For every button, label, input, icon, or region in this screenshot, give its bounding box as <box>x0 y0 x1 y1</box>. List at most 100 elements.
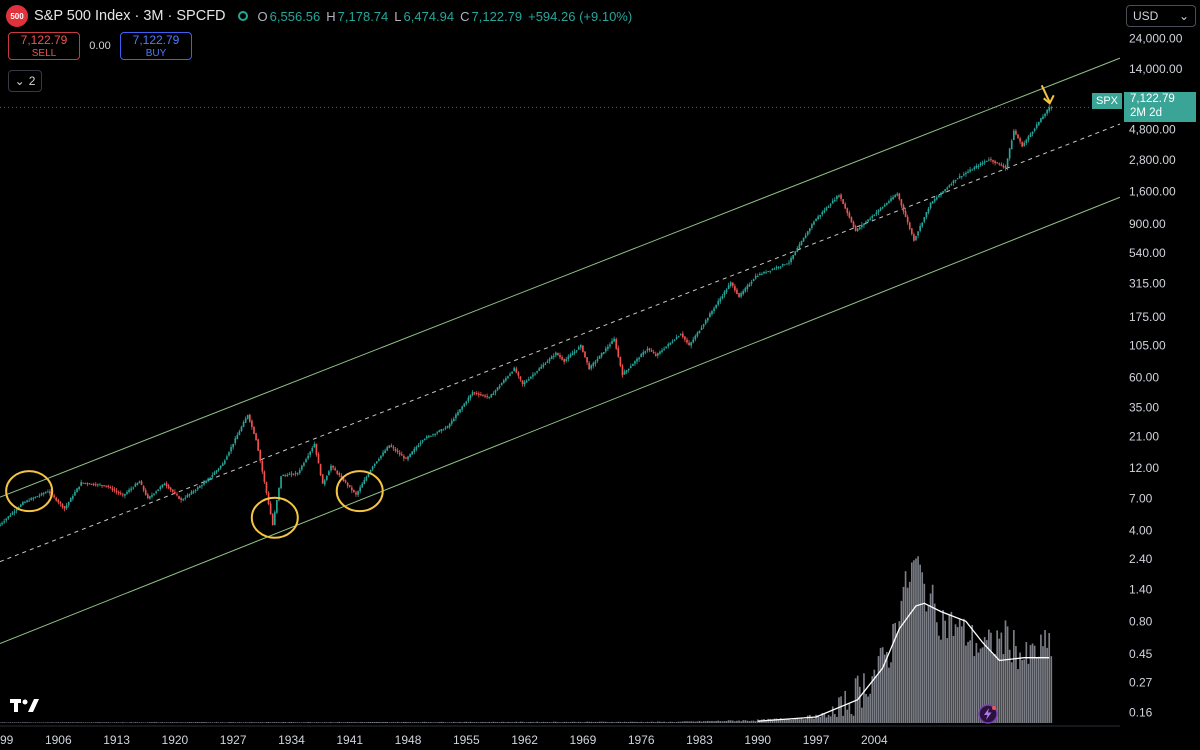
volume-bar <box>1037 656 1040 723</box>
volume-bar <box>840 696 842 723</box>
y-tick-label: 4,800.00 <box>1129 123 1176 137</box>
price-candle <box>446 426 449 428</box>
volume-bar <box>336 722 339 723</box>
volume-bar <box>906 587 909 723</box>
volume-bar <box>361 721 364 723</box>
last-price-values: 7,122.79 2M 2d <box>1124 92 1196 122</box>
volume-bar <box>719 721 722 723</box>
ohlc-low-key: L <box>394 8 402 24</box>
volume-bar <box>1017 669 1019 723</box>
price-candle <box>673 339 676 341</box>
volume-bar <box>813 718 815 723</box>
volume-bar <box>230 722 232 723</box>
volume-bar <box>1044 630 1046 723</box>
price-candle <box>353 489 355 492</box>
y-tick-label: 2.40 <box>1129 552 1153 566</box>
volume-bar <box>842 715 844 723</box>
volume-bar <box>392 722 395 723</box>
volume-bar <box>742 720 745 723</box>
volume-bar <box>219 722 222 723</box>
volume-bar <box>634 721 636 723</box>
y-tick-label: 14,000.00 <box>1129 62 1183 76</box>
volume-bar <box>192 722 195 723</box>
price-candle <box>36 496 39 498</box>
volume-bar <box>78 722 80 723</box>
volume-bar <box>342 722 345 723</box>
sell-button[interactable]: 7,122.79 SELL <box>8 32 80 60</box>
y-tick-label: 4.00 <box>1129 523 1153 537</box>
price-candle <box>357 491 359 495</box>
volume-bar <box>486 722 488 723</box>
price-candle <box>775 267 778 269</box>
price-candle <box>761 273 763 275</box>
volume-bar <box>721 721 724 723</box>
price-candle <box>521 380 524 385</box>
volume-bar <box>555 721 557 723</box>
price-candle <box>459 409 461 413</box>
volume-bar <box>1015 646 1017 723</box>
price-candle <box>82 482 85 484</box>
price-candle <box>228 452 230 456</box>
lightning-icon[interactable] <box>978 704 998 724</box>
volume-bar <box>942 610 944 723</box>
volume-bar <box>548 722 551 723</box>
price-candle <box>546 361 549 363</box>
price-candle <box>338 473 341 476</box>
price-candle <box>555 352 557 356</box>
price-candle <box>921 222 924 227</box>
volume-bar <box>827 714 830 723</box>
price-candle <box>1000 164 1003 166</box>
price-candle <box>257 439 259 451</box>
price-candle <box>313 443 316 448</box>
price-candle <box>838 195 840 197</box>
price-candle <box>892 197 894 200</box>
x-tick-label: 1899 <box>0 733 14 747</box>
volume-bar <box>998 638 1001 723</box>
currency-select[interactable]: USD ⌄ <box>1126 5 1196 27</box>
price-candle <box>475 392 478 394</box>
volume-bar <box>326 722 328 723</box>
price-candle <box>1025 139 1028 143</box>
volume-bar <box>146 722 149 723</box>
indicators-toggle[interactable]: ⌄ 2 <box>8 70 42 92</box>
price-candle <box>582 345 584 353</box>
volume-bar <box>371 721 374 723</box>
volume-bar <box>161 722 164 723</box>
volume-bar <box>90 722 93 723</box>
price-candle <box>869 218 872 220</box>
volume-bar <box>577 721 580 723</box>
volume-bar <box>525 722 528 723</box>
price-candle <box>342 477 345 481</box>
volume-bar <box>350 722 353 723</box>
volume-bar <box>950 611 953 723</box>
price-candle <box>59 501 62 504</box>
volume-bar <box>9 722 12 723</box>
price-candle <box>22 502 24 505</box>
price-candle <box>176 493 178 496</box>
volume-bar <box>157 722 160 723</box>
volume-bar <box>958 618 961 723</box>
price-candle <box>263 471 266 482</box>
price-candle <box>686 339 688 343</box>
price-candle <box>588 362 590 370</box>
volume-bar <box>267 721 270 723</box>
volume-bar <box>38 722 41 723</box>
volume-bar <box>1010 662 1013 723</box>
price-candle <box>398 452 401 455</box>
buy-button[interactable]: 7,122.79 BUY <box>120 32 192 60</box>
price-candle <box>407 456 409 460</box>
volume-bar <box>969 640 971 723</box>
price-candle <box>886 203 888 205</box>
volume-bar <box>1019 652 1021 723</box>
price-candle <box>652 352 655 354</box>
price-candle <box>386 447 389 451</box>
symbol-title[interactable]: S&P 500 Index · 3M · SPCFD <box>34 8 226 24</box>
volume-bar <box>107 722 110 723</box>
volume-bar <box>498 722 501 723</box>
price-candle <box>1046 109 1048 114</box>
price-candle <box>798 244 801 249</box>
volume-bar <box>396 721 399 723</box>
price-candle <box>67 501 70 506</box>
price-candle <box>863 223 865 226</box>
